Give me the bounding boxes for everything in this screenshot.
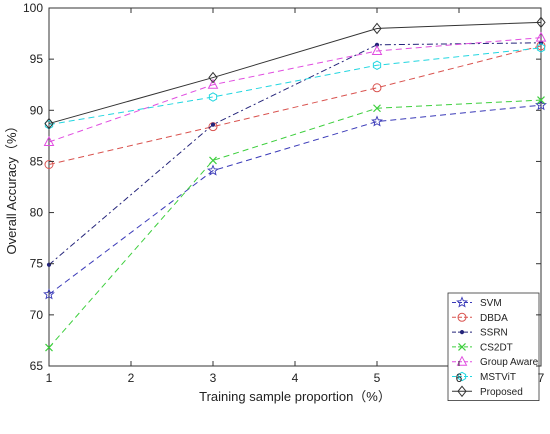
legend-item: SSRN <box>452 328 508 339</box>
legend-marker <box>456 296 468 308</box>
legend-item: Group Aware <box>452 355 539 368</box>
data-point <box>371 115 383 127</box>
y-tick-label: 95 <box>30 52 44 66</box>
y-tick-label: 100 <box>23 1 43 15</box>
legend-label: SSRN <box>480 328 508 339</box>
legend-label: MSTViT <box>480 372 516 383</box>
legend-marker <box>457 385 467 398</box>
series-svm <box>43 98 547 300</box>
y-tick-label: 75 <box>30 257 44 271</box>
legend-item: CS2DT <box>452 342 513 353</box>
data-point <box>43 135 55 146</box>
plot-area: SVM DBDA SSRN CS2DT Group Aware MSTViT Propose… <box>43 7 547 401</box>
series-line <box>48 99 542 348</box>
data-point <box>536 43 546 53</box>
legend-marker <box>459 330 465 335</box>
data-point <box>44 159 54 169</box>
series-line <box>48 45 542 165</box>
legend-box <box>447 292 540 401</box>
series-line <box>48 104 542 295</box>
y-tick-label: 90 <box>30 103 44 117</box>
x-tick-label: 5 <box>374 371 381 385</box>
series-layer <box>43 16 547 352</box>
legend-label: SVM <box>480 298 502 309</box>
x-tick-label: 3 <box>210 371 217 385</box>
series-cs2dt <box>45 96 545 352</box>
y-tick-label: 85 <box>30 154 44 168</box>
x-tick-label: 2 <box>128 371 135 385</box>
data-point <box>207 164 219 176</box>
x-axis-title: Training sample proportion（%） <box>199 389 391 404</box>
x-tick-label: 1 <box>46 371 53 385</box>
x-tick-label: 7 <box>538 371 545 385</box>
series-line <box>48 37 542 143</box>
legend-label: DBDA <box>480 313 508 324</box>
legend: SVM DBDA SSRN CS2DT Group Aware MSTViT Propose… <box>447 292 540 401</box>
series-line <box>48 21 542 125</box>
x-tick-label: 4 <box>292 371 299 385</box>
y-axis-title: Overall Accuracy（%） <box>4 119 19 254</box>
series-proposed <box>44 16 546 130</box>
series-dbda <box>44 41 546 169</box>
data-point <box>535 98 547 111</box>
data-point <box>373 104 381 113</box>
series-line <box>48 47 542 126</box>
legend-item: Proposed <box>452 385 523 398</box>
data-point <box>372 22 382 35</box>
legend-marker <box>456 355 468 366</box>
y-tick-label: 65 <box>30 359 44 373</box>
data-point <box>207 78 219 89</box>
data-point <box>210 122 216 127</box>
data-point <box>45 343 53 352</box>
data-point <box>535 31 547 42</box>
ticks-layer: 1 2 3 4 5 6 7 65 70 75 80 85 90 95 100 <box>23 1 545 385</box>
data-point <box>371 44 383 55</box>
legend-item: DBDA <box>452 312 508 324</box>
data-point <box>208 92 218 102</box>
y-tick-label: 70 <box>30 308 44 322</box>
data-point <box>43 288 55 300</box>
legend-label: Group Aware <box>480 357 539 368</box>
y-tick-label: 80 <box>30 206 44 220</box>
series-line <box>48 42 542 266</box>
legend-item: SVM <box>452 296 502 309</box>
data-point <box>372 60 382 71</box>
legend-marker <box>457 371 467 382</box>
data-point <box>209 156 217 165</box>
data-point <box>536 16 546 29</box>
legend-marker <box>457 312 467 322</box>
data-point <box>208 71 218 84</box>
data-point <box>537 96 545 104</box>
legend-item: MSTViT <box>452 371 516 383</box>
legend-label: CS2DT <box>480 342 513 353</box>
legend-label: Proposed <box>480 387 523 398</box>
data-point <box>372 83 382 93</box>
legend-marker <box>458 342 466 351</box>
data-point <box>44 117 54 130</box>
series-group-aware <box>43 31 547 146</box>
x-tick-label: 6 <box>456 371 463 385</box>
